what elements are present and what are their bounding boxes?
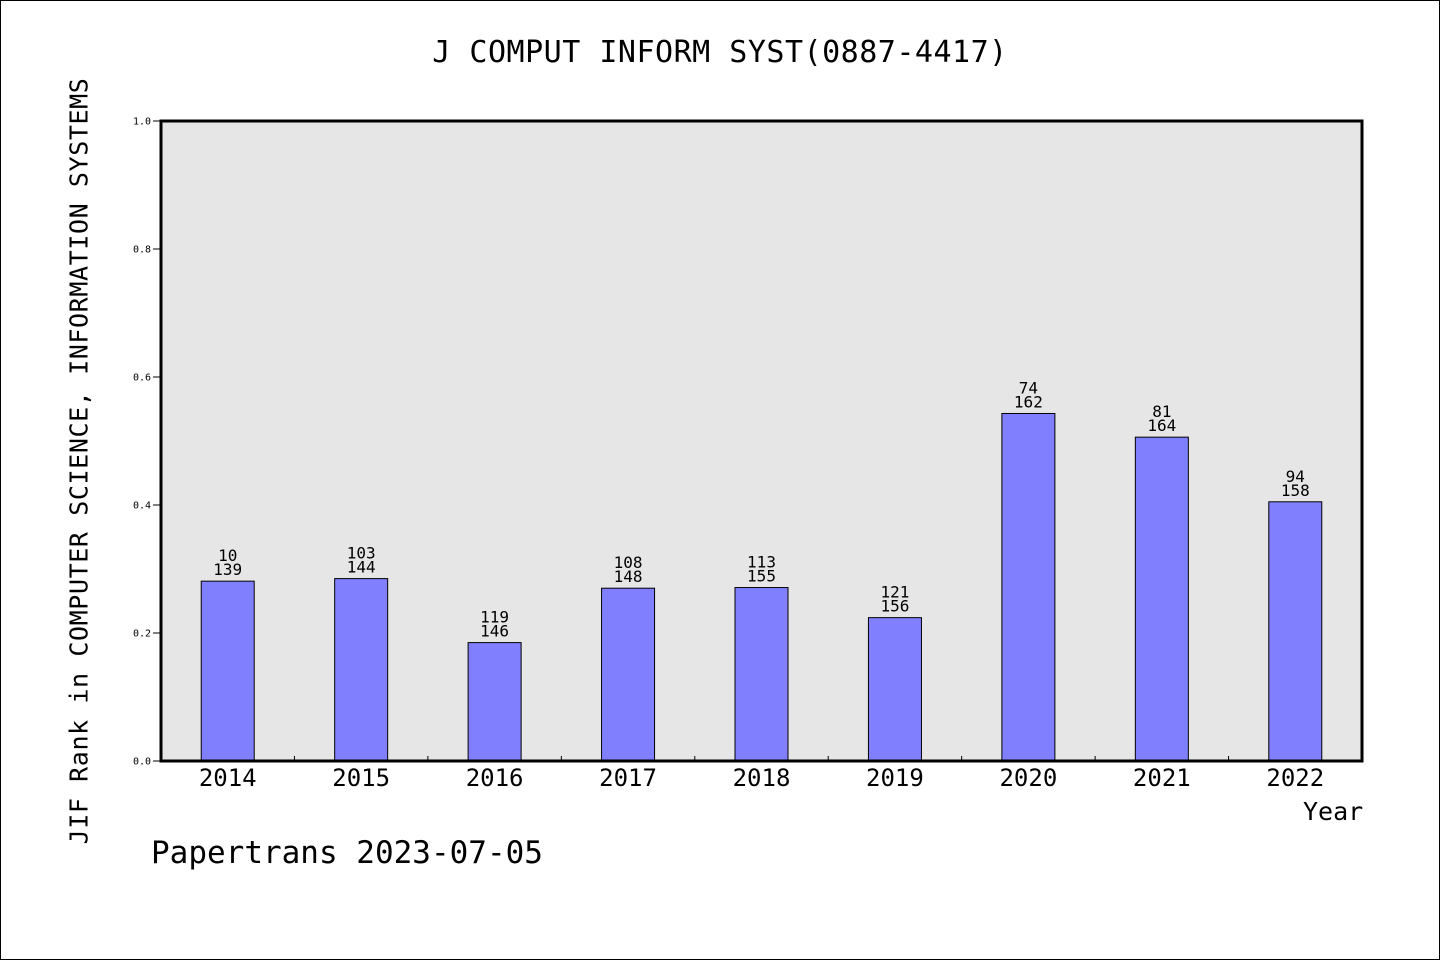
y-tick-label: 0.6 <box>133 373 151 384</box>
bar <box>467 642 522 762</box>
bar-total-label: 148 <box>614 567 643 586</box>
x-axis-label: Year <box>1303 797 1364 826</box>
bar-rank-label: 103 <box>347 544 376 563</box>
plot-frame <box>159 119 1364 763</box>
bar <box>867 617 922 762</box>
y-tick-label: 0.4 <box>133 501 151 512</box>
chart-title: J COMPUT INFORM SYST(0887-4417) <box>432 35 1008 70</box>
bar-rank-label: 10 <box>218 546 237 565</box>
bar <box>1134 436 1189 762</box>
bar-series <box>200 412 1323 762</box>
footer-credit: Papertrans 2023-07-05 <box>151 835 543 871</box>
x-category-label: 2018 <box>733 764 791 792</box>
bar-total-label: 139 <box>213 560 242 579</box>
bar-rank-label: 108 <box>614 553 643 572</box>
bar-total-label: 146 <box>480 622 509 641</box>
bar <box>601 587 656 762</box>
x-category-label: 2016 <box>466 764 524 792</box>
bar-total-label: 164 <box>1147 416 1176 435</box>
bar-total-label: 156 <box>880 597 909 616</box>
x-category-label: 2015 <box>332 764 390 792</box>
y-tick-label: 1.0 <box>133 117 151 128</box>
bar-total-label: 155 <box>747 567 776 586</box>
x-category-label: 2020 <box>999 764 1057 792</box>
category-labels: 2014 2015 2016 2017 2018 2019 2020 2021 2022 <box>199 764 1324 792</box>
bar-rank-label: 121 <box>880 583 909 602</box>
y-tick-label: 0.2 <box>133 629 151 640</box>
bar-rank-label: 94 <box>1286 467 1305 486</box>
y-tick-label: 0.0 <box>133 757 151 768</box>
x-category-label: 2017 <box>599 764 657 792</box>
y-tick-label: 0.8 <box>133 245 151 256</box>
bar-total-label: 158 <box>1281 481 1310 500</box>
bar <box>1268 501 1323 762</box>
y-axis-ticks: 0.0 0.2 0.4 0.6 0.8 1.0 <box>133 117 161 768</box>
bar-rank-label: 119 <box>480 608 509 627</box>
x-category-label: 2014 <box>199 764 257 792</box>
bar <box>200 580 255 762</box>
bar-total-label: 144 <box>347 558 376 577</box>
bar <box>1001 412 1056 762</box>
x-category-label: 2021 <box>1133 764 1191 792</box>
bar-rank-label: 81 <box>1152 402 1171 421</box>
bar <box>334 578 389 762</box>
x-category-label: 2022 <box>1266 764 1324 792</box>
bar <box>734 587 789 762</box>
bar-rank-label: 74 <box>1019 378 1038 397</box>
x-category-label: 2019 <box>866 764 924 792</box>
bar-total-label: 162 <box>1014 392 1043 411</box>
bar-rank-label: 113 <box>747 553 776 572</box>
